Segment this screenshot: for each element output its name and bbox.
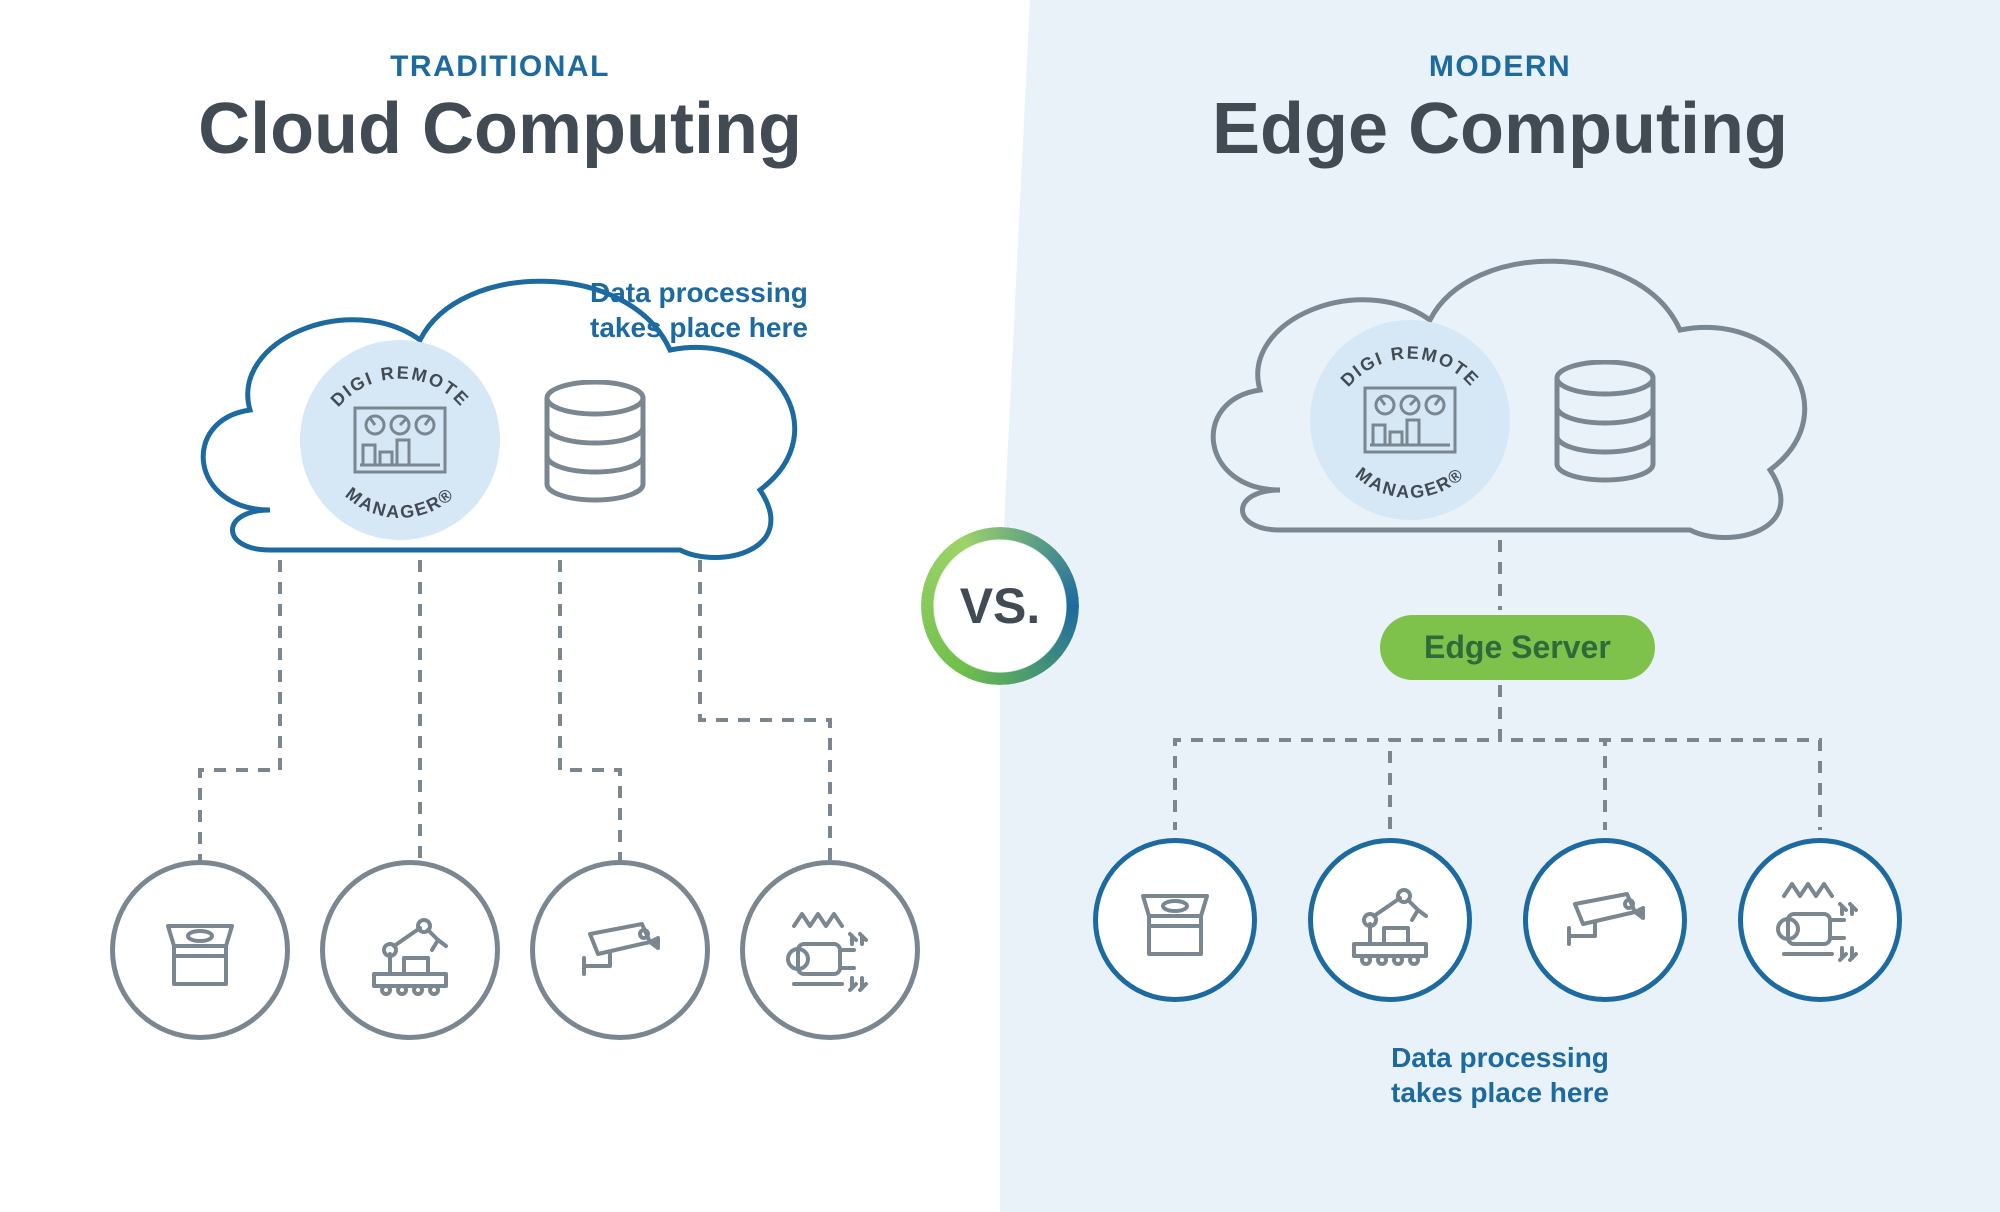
robot-arm-icon [1308,838,1472,1002]
edge-server-pill: Edge Server [1380,615,1655,680]
right-annotation: Data processingtakes place here [1320,1040,1680,1110]
kiosk-icon [110,860,290,1040]
connectors-left [0,0,1000,1000]
vs-badge: VS. [921,527,1079,685]
signal-generator-icon [740,860,920,1040]
robot-arm-icon [320,860,500,1040]
cctv-camera-icon [1523,838,1687,1002]
signal-generator-icon [1738,838,1902,1002]
kiosk-icon [1093,838,1257,1002]
cctv-camera-icon [530,860,710,1040]
diagram-stage: TRADITIONAL Cloud Computing Data process… [0,0,2000,1212]
panel-traditional: TRADITIONAL Cloud Computing Data process… [0,0,1000,1212]
panel-modern: MODERN Edge Computing DIGI REMOTE MANAGE… [1000,0,2000,1212]
